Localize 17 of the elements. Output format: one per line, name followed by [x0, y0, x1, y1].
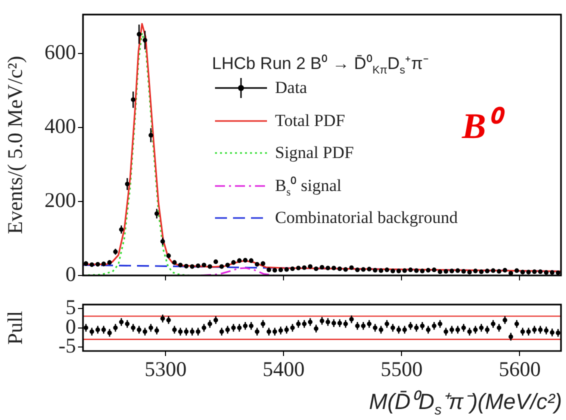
- x-tick-label: 5500: [380, 357, 423, 382]
- y-tick-label: 600: [44, 40, 76, 64]
- x-tick-label: 5600: [498, 357, 541, 382]
- legend-label: Data: [275, 78, 308, 98]
- x-tick-label: 5300: [144, 357, 187, 382]
- x-tick-label: 5400: [262, 357, 305, 382]
- x-axis-title: M(D̄⁰D$_{s}$⁺π⁻)(MeV/c²): [369, 388, 562, 418]
- legend-label: Total PDF: [275, 110, 346, 131]
- legend-label: B$_{s}$⁰ signal: [275, 175, 342, 198]
- y-axis-title: Events/( 5.0 MeV/c²): [3, 56, 28, 234]
- y-tick-label: 0: [66, 262, 76, 286]
- legend-label: Signal PDF: [275, 143, 354, 164]
- legend-label: Combinatorial background: [275, 208, 458, 228]
- y-axis-title: Pull: [3, 310, 28, 345]
- y-tick-label: 200: [44, 188, 76, 212]
- y-tick-label: 400: [44, 114, 76, 138]
- annotation: LHCb Run 2 B⁰ → D̄⁰$_{Kπ}$D$_{s}$⁺π⁻: [212, 53, 429, 76]
